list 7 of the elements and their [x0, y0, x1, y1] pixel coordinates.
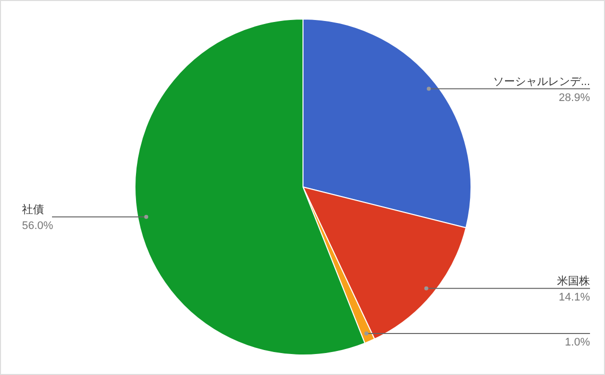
data-label: 56.0%: [22, 220, 54, 232]
slice-label: 米国株: [557, 274, 590, 288]
slice-label: ソーシャルレンデ...: [492, 76, 590, 88]
data-label: 1.0%: [564, 336, 590, 348]
slice-label: 社債: [22, 202, 44, 216]
data-label: 28.9%: [558, 92, 590, 104]
data-label: 14.1%: [558, 291, 590, 304]
